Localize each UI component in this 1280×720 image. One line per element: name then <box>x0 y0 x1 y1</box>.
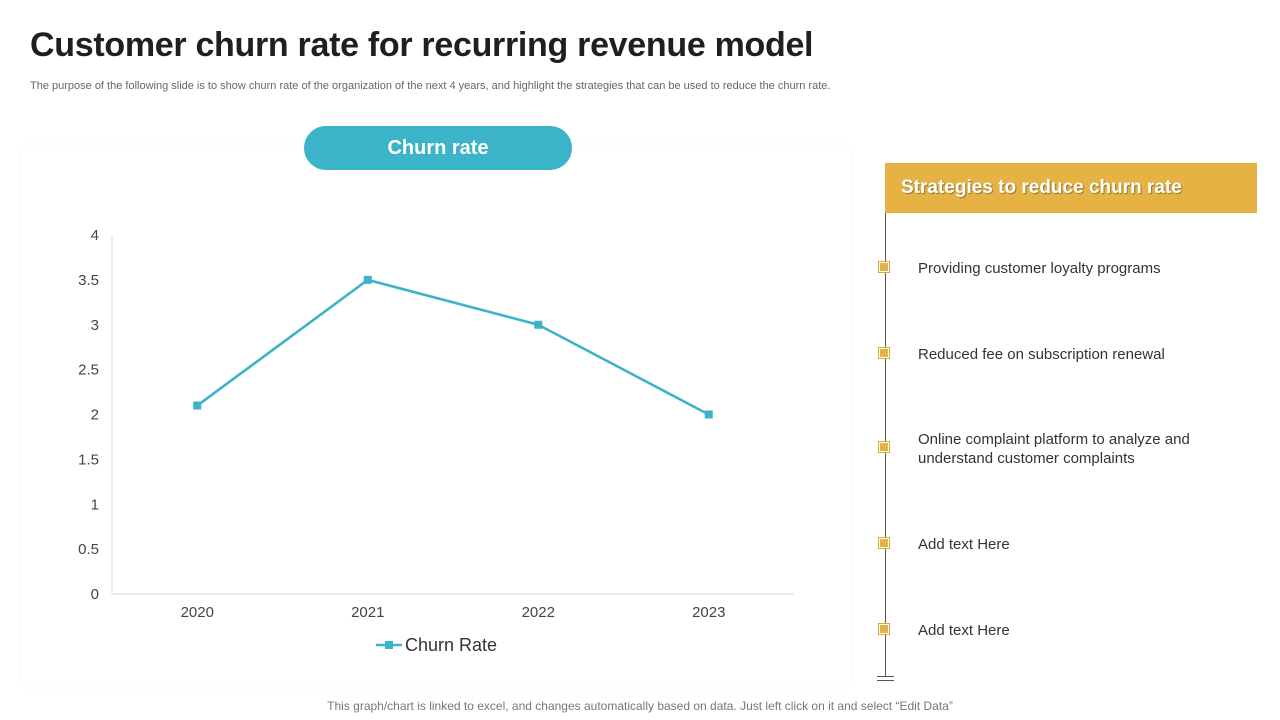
data-point <box>704 410 713 419</box>
x-tick-label: 2022 <box>522 604 555 621</box>
strategies-header: Strategies to reduce churn rate <box>885 163 1257 213</box>
data-point <box>193 401 202 410</box>
data-point <box>534 320 543 329</box>
data-point <box>363 275 372 284</box>
y-tick-label: 1 <box>91 496 99 513</box>
x-tick-label: 2023 <box>692 604 725 621</box>
strategy-marker-icon <box>879 348 889 358</box>
chart-panel[interactable]: 0 0.5 1 1.5 2 2.5 3 3.5 4 2020 2021 2022 2023 Churn R… <box>22 145 852 687</box>
y-tick-label: 3 <box>91 317 99 334</box>
strategy-text: Online complaint platform to analyze and… <box>918 431 1190 467</box>
series-line <box>196 278 710 416</box>
churn-rate-chart[interactable]: 0 0.5 1 1.5 2 2.5 3 3.5 4 2020 2021 2022 2023 Churn R… <box>22 145 852 687</box>
strategy-marker-icon <box>879 262 889 272</box>
y-tick-label: 4 <box>91 227 99 244</box>
strategy-marker-icon <box>879 624 889 634</box>
timeline-end-cap <box>877 676 894 677</box>
y-tick-label: 3.5 <box>78 272 99 289</box>
page-subtitle: The purpose of the following slide is to… <box>30 80 831 92</box>
strategy-marker-icon <box>879 538 889 548</box>
page-title: Customer churn rate for recurring revenu… <box>30 26 814 64</box>
timeline-end-cap <box>877 680 894 681</box>
y-tick-label: 2 <box>91 407 99 424</box>
strategy-text: Add text Here <box>918 536 1010 553</box>
x-tick-label: 2020 <box>181 604 214 621</box>
strategy-text: Providing customer loyalty programs <box>918 260 1161 277</box>
y-tick-label: 0.5 <box>78 541 99 558</box>
legend-label: Churn Rate <box>405 635 497 655</box>
x-tick-label: 2021 <box>351 604 384 621</box>
y-tick-label: 2.5 <box>78 362 99 379</box>
strategy-text: Add text Here <box>918 622 1010 639</box>
y-tick-label: 0 <box>91 586 99 603</box>
strategy-marker-icon <box>879 442 889 452</box>
footer-note: This graph/chart is linked to excel, and… <box>327 699 953 713</box>
chart-title-pill: Churn rate <box>304 126 572 170</box>
y-tick-label: 1.5 <box>78 451 99 468</box>
legend-marker <box>385 641 393 649</box>
strategy-text: Reduced fee on subscription renewal <box>918 346 1165 363</box>
